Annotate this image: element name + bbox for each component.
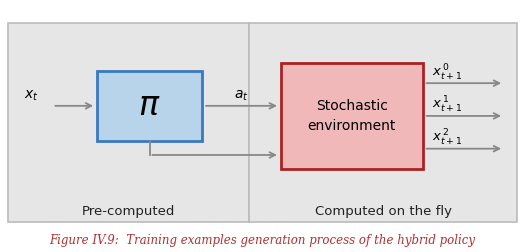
Bar [8,23,249,222]
Bar [249,23,517,222]
Bar [97,71,202,141]
Text: Computed on the fly: Computed on the fly [315,205,452,218]
Text: $x_t$: $x_t$ [24,89,39,104]
Text: Figure IV.9:  Training examples generation process of the hybrid policy: Figure IV.9: Training examples generatio… [49,234,476,247]
Text: $x_{t+1}^{\,2}$: $x_{t+1}^{\,2}$ [432,128,463,148]
Text: Stochastic
environment: Stochastic environment [308,99,396,133]
Text: $\pi$: $\pi$ [139,89,161,122]
Text: Pre-computed: Pre-computed [82,205,175,218]
Text: $x_{t+1}^{\,1}$: $x_{t+1}^{\,1}$ [432,95,463,115]
Bar [281,63,423,169]
Text: $a_t$: $a_t$ [234,89,249,104]
Text: $x_{t+1}^{\,0}$: $x_{t+1}^{\,0}$ [432,62,463,83]
